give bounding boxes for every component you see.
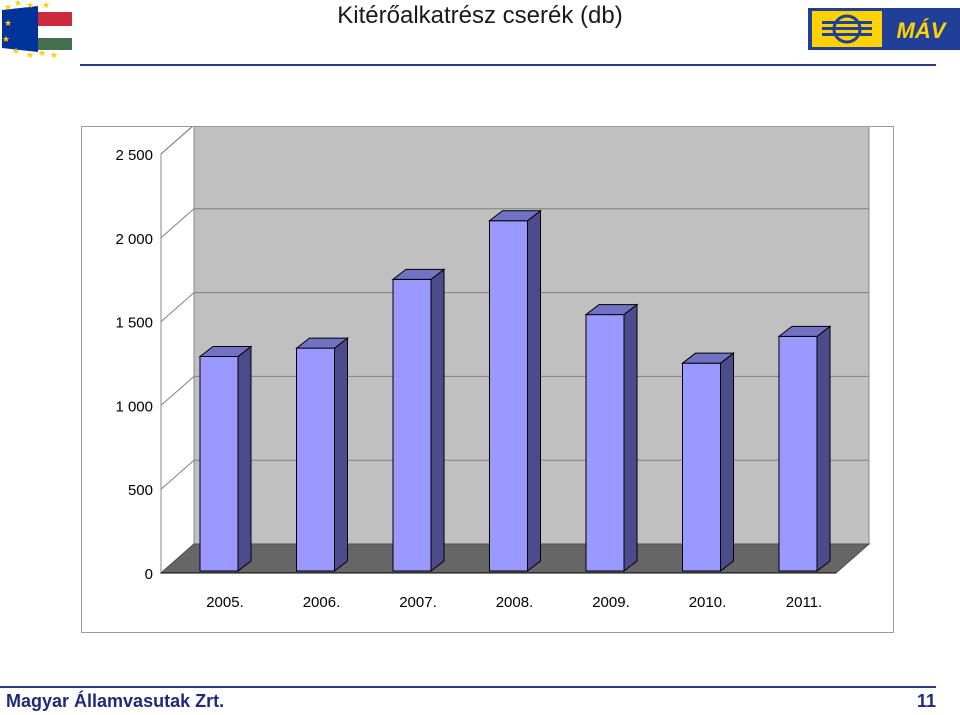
- gridline-side: [160, 292, 195, 322]
- x-tick-label: 2006.: [303, 594, 341, 611]
- bar: [392, 278, 432, 572]
- svg-text:★: ★: [4, 3, 12, 13]
- footer-divider: [0, 686, 936, 688]
- bar-side: [816, 325, 831, 573]
- x-tick-label: 2008.: [496, 594, 534, 611]
- svg-text:★: ★: [12, 47, 20, 57]
- bar-side: [623, 303, 638, 573]
- y-tick-label: 500: [128, 482, 153, 499]
- gridline-side: [160, 127, 193, 155]
- y-tick-label: 2 000: [115, 231, 153, 248]
- gridline-side: [160, 208, 195, 239]
- x-tick-label: 2005.: [206, 594, 244, 611]
- bar-side: [720, 352, 734, 573]
- x-tick-label: 2009.: [592, 594, 630, 611]
- x-tick-label: 2007.: [399, 594, 437, 611]
- page-number: 11: [916, 691, 936, 711]
- bar-top: [488, 210, 542, 222]
- slide-title: Kitérőalkatrész cserék (db): [337, 2, 623, 29]
- x-tick-label: 2011.: [786, 594, 822, 611]
- bar: [489, 220, 528, 572]
- svg-text:★: ★: [26, 1, 34, 11]
- svg-text:★: ★: [4, 19, 12, 29]
- bar: [199, 355, 239, 572]
- eu-hungary-flag-icon: ★ ★ ★ ★★★ ★ ★ ★ ★: [2, 0, 72, 61]
- bar-top: [584, 304, 639, 316]
- bar-top: [295, 337, 349, 349]
- bar-top: [391, 268, 446, 280]
- svg-text:★: ★: [2, 35, 10, 45]
- svg-text:★: ★: [50, 51, 58, 60]
- mav-logo-icon: MÁV: [808, 8, 960, 50]
- mav-logo-text: MÁV: [897, 18, 948, 43]
- x-tick-label: 2010.: [689, 594, 727, 611]
- y-tick-label: 1 500: [115, 315, 153, 332]
- bar: [778, 335, 818, 572]
- svg-text:★: ★: [26, 51, 34, 60]
- bar: [585, 314, 625, 572]
- bar-side: [334, 337, 348, 573]
- gridline-side: [160, 459, 195, 490]
- bar: [296, 347, 335, 572]
- mav-logo: MÁV: [808, 8, 960, 50]
- eu-hungary-logo: ★ ★ ★ ★ ★ ★ ★ ★ ★ ★: [0, 0, 78, 61]
- bar-side: [237, 345, 252, 573]
- chart-side-wall: [160, 127, 195, 575]
- bar-top: [681, 352, 735, 364]
- bar: [682, 362, 721, 572]
- bar-top: [198, 345, 253, 357]
- footer-company: Magyar Államvasutak Zrt.: [6, 691, 225, 711]
- bar-side: [430, 268, 445, 573]
- y-tick-label: 1 000: [115, 398, 153, 415]
- gridline-side: [160, 376, 195, 406]
- svg-text:★: ★: [38, 49, 46, 59]
- svg-text:★: ★: [42, 1, 50, 11]
- chart-frame: 0 500 1 000 1 500 2 000 2 500 2005. 2006. 2007. 2…: [81, 126, 894, 633]
- bar-side: [527, 209, 541, 573]
- y-tick-label: 0: [145, 566, 153, 583]
- bar-top: [777, 325, 832, 337]
- svg-text:★: ★: [14, 0, 22, 9]
- bar-chart: 0 500 1 000 1 500 2 000 2 500 2005. 2006. 2007. 2…: [115, 127, 871, 611]
- header-divider: [80, 64, 936, 66]
- y-tick-label: 2 500: [115, 147, 153, 164]
